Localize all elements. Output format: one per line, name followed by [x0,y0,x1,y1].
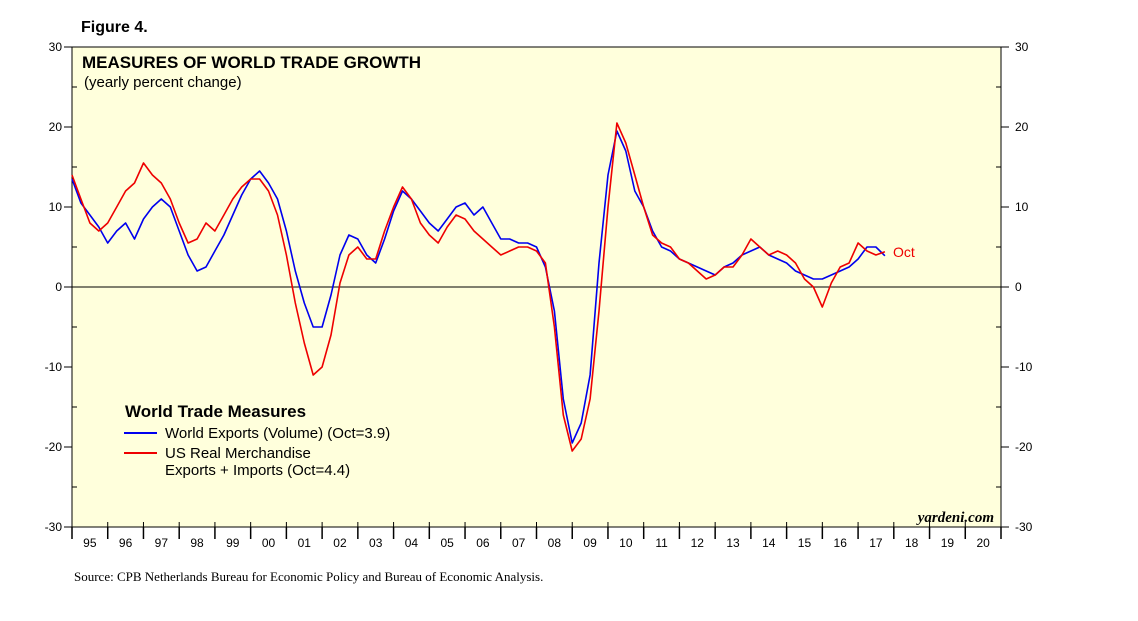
x-tick-label: 00 [262,536,276,550]
y-tick-label-left: -30 [45,520,63,534]
x-tick-label: 10 [619,536,633,550]
source-note: Source: CPB Netherlands Bureau for Econo… [74,569,543,584]
chart-title: MEASURES OF WORLD TRADE GROWTH [82,53,421,72]
x-tick-label: 08 [548,536,562,550]
x-tick-label: 97 [155,536,169,550]
x-tick-label: 18 [905,536,919,550]
y-tick-label-left: -20 [45,440,63,454]
y-tick-label-right: 20 [1015,120,1029,134]
series-lines [71,122,886,452]
chart-subtitle: (yearly percent change) [84,74,242,91]
x-tick-label: 14 [762,536,776,550]
legend: World Trade Measures World Exports (Volu… [124,402,390,479]
y-axis-right: -30 -20 -10 0 10 20 30 [996,40,1033,534]
x-tick-label: 15 [798,536,812,550]
x-tick-label: 16 [834,536,848,550]
watermark: yardeni.com [916,510,994,526]
y-tick-label-left: 10 [49,200,63,214]
x-tick-label: 99 [226,536,240,550]
x-tick-label: 05 [440,536,454,550]
x-tick-label: 07 [512,536,526,550]
figure-label: Figure 4. [81,19,148,36]
y-tick-label-right: -30 [1015,520,1033,534]
x-tick-label: 11 [655,536,668,550]
y-tick-label-left: 0 [55,280,62,294]
legend-entry-world-exports: World Exports (Volume) (Oct=3.9) [165,425,390,442]
x-tick-label: 12 [691,536,705,550]
x-tick-label: 17 [869,536,883,550]
y-tick-label-right: 10 [1015,200,1029,214]
y-tick-label-left: 30 [49,40,63,54]
legend-title: World Trade Measures [125,402,306,421]
x-tick-label: 13 [726,536,740,550]
x-tick-label: 20 [976,536,990,550]
annotation-oct: Oct [893,244,915,260]
y-tick-label-left: -10 [45,360,63,374]
x-axis: 95 96 97 98 99 00 01 02 03 04 05 06 07 08 09 10 11 12 13 14… [71,522,1002,550]
y-tick-label-right: 0 [1015,280,1022,294]
x-tick-label: 02 [333,536,347,550]
x-tick-label: 03 [369,536,383,550]
y-axis-left: -30 -20 -10 0 10 20 30 [45,40,77,534]
legend-entry-us-trade-line2: Exports + Imports (Oct=4.4) [165,462,350,479]
series-line-world-exports [71,130,886,444]
series-line-us-trade [71,122,886,452]
x-tick-label: 01 [298,536,312,550]
legend-entry-us-trade-line1: US Real Merchandise [165,445,311,462]
y-tick-label-left: 20 [49,120,63,134]
y-tick-label-right: -10 [1015,360,1033,374]
y-tick-label-right: 30 [1015,40,1029,54]
y-tick-label-right: -20 [1015,440,1033,454]
x-tick-label: 04 [405,536,419,550]
x-tick-label: 98 [190,536,204,550]
x-tick-label: 96 [119,536,133,550]
x-tick-label: 06 [476,536,490,550]
x-tick-label: 09 [583,536,597,550]
x-tick-label: 19 [941,536,955,550]
x-tick-label: 95 [83,536,97,550]
